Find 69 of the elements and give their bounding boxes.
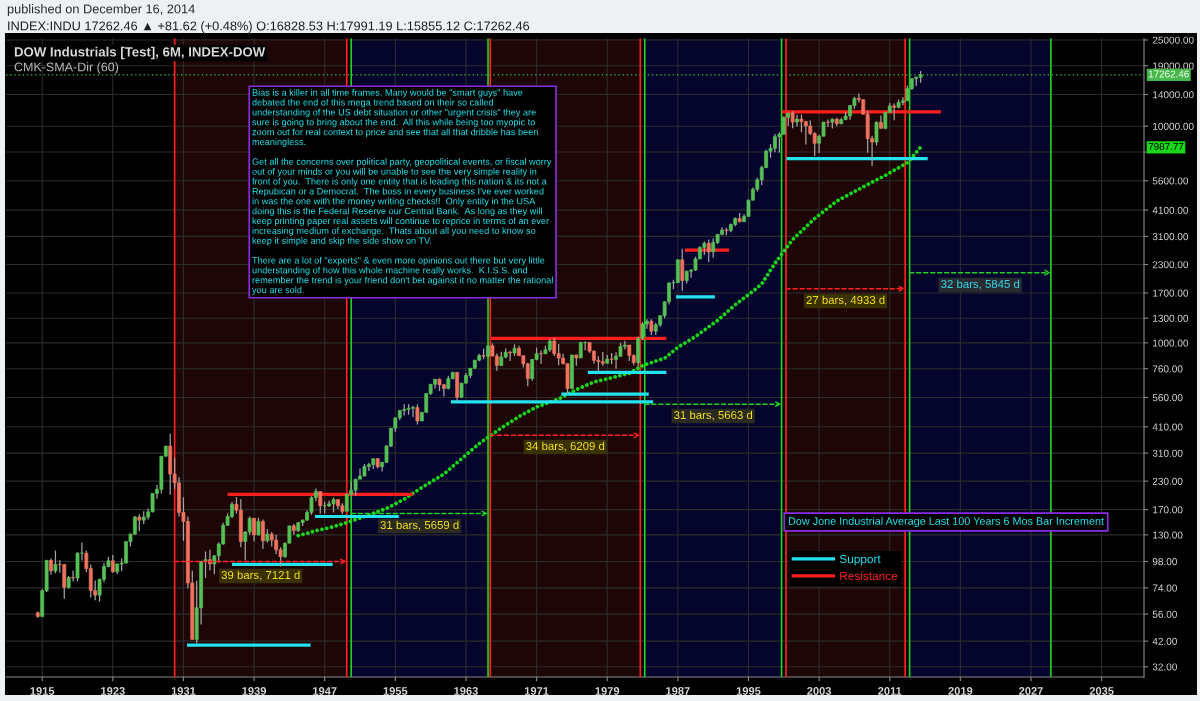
y-tick-label: 56.00 [1152,610,1177,618]
candlestick [203,550,208,579]
x-tick-label: 2003 [807,687,832,695]
x-tick-label: 1955 [383,687,408,695]
x-tick-label: 1931 [171,687,196,695]
candlestick [508,350,513,362]
annotation: 34 bars, 6209 d [526,441,605,452]
x-tick-label: 1987 [666,687,690,695]
annotation: 31 bars, 5663 d [674,410,753,421]
y-tick-label: 25000.00 [1152,36,1194,44]
y-tick-label: 230.00 [1152,477,1183,485]
x-tick-label: 1971 [524,687,549,695]
x-tick-label: 2035 [1089,687,1114,695]
x-tick-label: 2011 [878,687,902,695]
y-tick-label: 42.00 [1152,637,1177,645]
annotation: 27 bars, 4933 d [806,295,885,306]
candlestick [318,490,323,515]
y-tick-label: 1000.00 [1153,339,1189,347]
candlestick [62,563,67,600]
x-tick-label: 1947 [313,687,337,695]
candlestick [826,118,830,128]
x-tick-label: 1915 [30,687,55,695]
candlestick [680,248,685,292]
y-tick-label: 1300.00 [1153,314,1189,322]
candlestick [711,237,716,259]
annotation: 32 bars, 5845 d [941,279,1020,290]
y-tick-label: 760.00 [1152,365,1183,373]
y-tick-label: 560.00 [1152,394,1183,402]
text: published on December 16, 2014 [7,4,195,16]
y-tick-label: 74.00 [1152,584,1177,592]
candlestick [53,549,58,574]
candlestick [261,518,265,550]
x-tick-label: 1979 [595,687,620,695]
text: DOW Industrials [Test], 6M, INDEX-DOW [14,46,266,60]
annotation: CMK-SMA-Dir (60) [14,62,119,74]
text: 7987.77 [1148,142,1184,150]
y-tick-label: 410.00 [1152,423,1183,431]
candlestick [675,259,680,284]
text: Bias is a killer in all time frames. Many would be "smart guys" have debated the end of this mega trend based on their so called understanding of the US debt situation or other "urgent crisis" they are sure is going to bring about the end. All this while being too myopic to zoom out for real context to price and see that all that dribble has been meaningless. Get all the concerns over political party, geopolitical events, or fiscal worry out of your minds or you will be unable to see the very simple reality in front of you. There is only one entity that is leading this nation & its not a Repubican or a Democrat. The boss in every business I've ever worked in was the one with the money writing checks!! Only entity in the USA doing this is the Federal Reserve our Central Bank. As long as they will keep printing paper real assets will continue to reprice in terms of an ever increasing medium of exchange. Thats about all you need to know so keep it simple and skip the side show on TV. There are a lot of "experts" & even more opinions out there but very little understanding of how this whole machine really works. K.I.S.S. and remember the trend is your friend don't bet against it no matter the rational you are sold. [252,89,553,296]
candlestick [539,349,543,365]
y-tick-label: 310.00 [1152,449,1183,457]
y-tick-label: 4100.00 [1152,206,1189,214]
y-tick-label: 1700.00 [1153,289,1189,297]
candlestick [781,115,786,136]
x-tick-label: 1963 [454,687,478,695]
candlestick [274,534,279,555]
legend-label: Resistance [840,571,898,581]
y-tick-label: 2300.00 [1152,261,1189,269]
chart-subtitle: INDEX:INDU 17262.46 ▲ +81.62 (+0.48%) O:16828.53 H:17991.19 L:15855.12 C:17262.46 [8,21,530,33]
x-tick-label: 2027 [1019,687,1043,695]
x-tick-label: 1995 [736,687,761,695]
y-tick-label: 3100.00 [1152,233,1189,241]
y-tick-label: 32.00 [1152,663,1177,671]
y-tick-label: 14000.00 [1153,91,1194,99]
y-tick-label: 98.00 [1152,558,1177,566]
x-tick-label: 2019 [948,687,973,695]
y-tick-label: 10000.00 [1153,122,1194,130]
y-tick-label: 130.00 [1153,531,1183,539]
x-tick-label: 1923 [101,687,125,695]
annotation: 31 bars, 5659 d [380,520,459,531]
annotation: Dow Jone Industrial Average Last 100 Years 6 Mos Bar Increment [788,516,1104,528]
candlestick [415,403,420,426]
x-tick-label: 1939 [242,687,267,695]
annotation: 39 bars, 7121 d [221,570,300,581]
y-tick-label: 170.00 [1153,506,1183,514]
legend-label: Support [839,554,881,566]
candlestick [706,238,711,263]
candlestick [71,569,75,583]
y-tick-label: 5600.00 [1152,177,1189,185]
